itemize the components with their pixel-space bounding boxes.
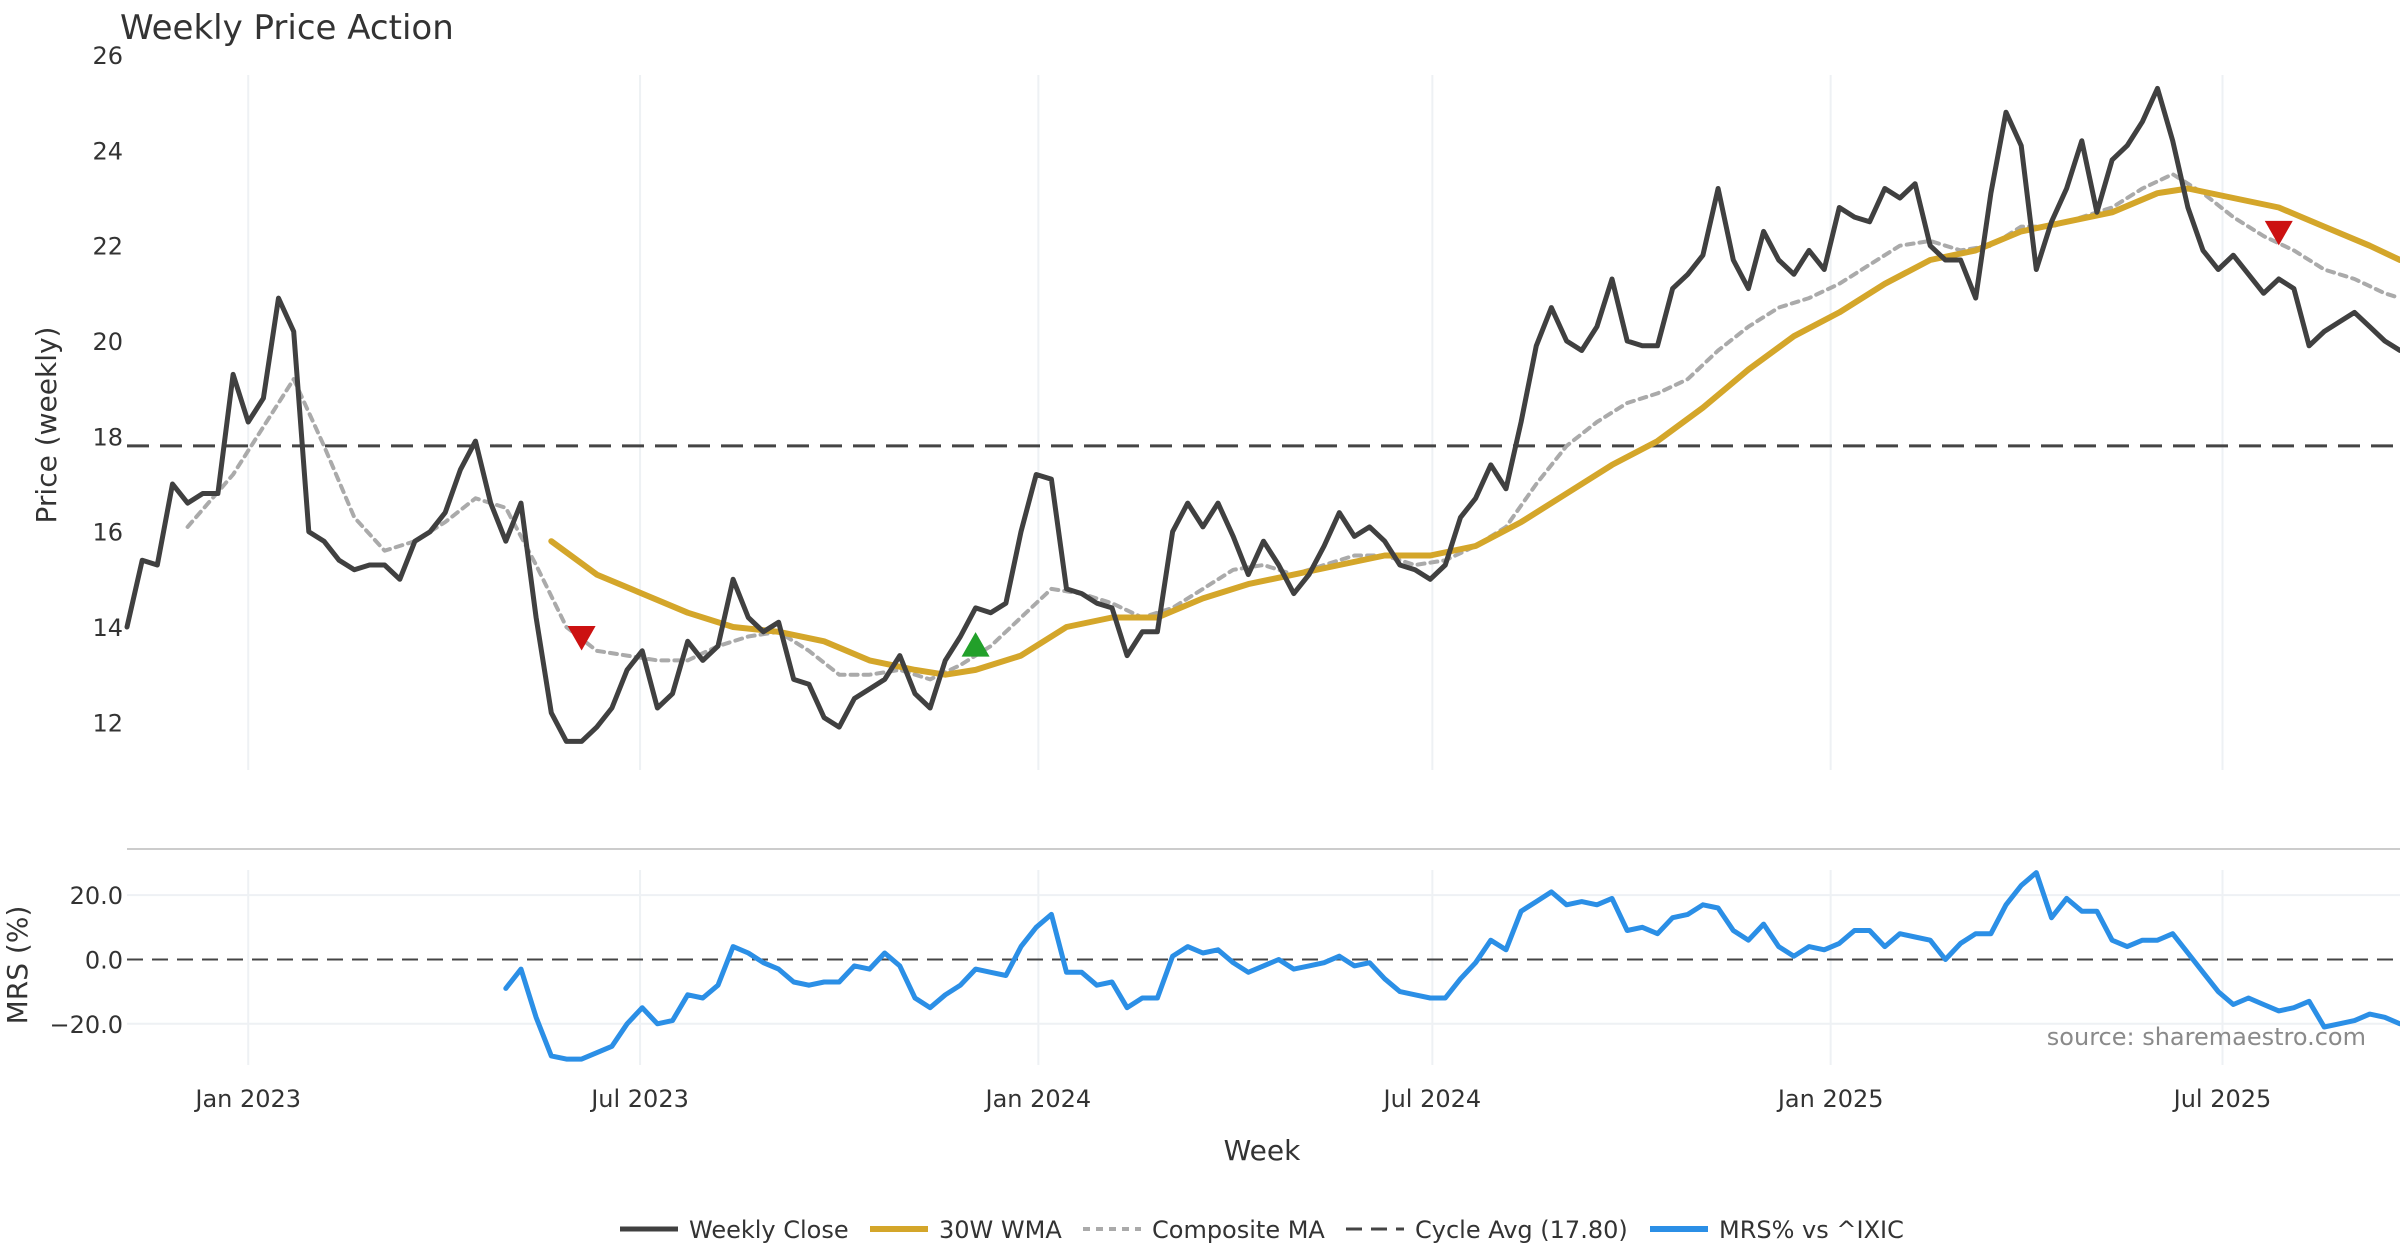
price-y-tick-label: 26 <box>92 42 123 70</box>
mrs-y-axis-label: MRS (%) <box>1 906 34 1025</box>
price-y-tick-label: 24 <box>92 137 123 165</box>
wma-30w-line <box>548 185 2400 678</box>
mrs-gridlines <box>127 870 2400 1065</box>
x-tick-label: Jan 2025 <box>1776 1085 1884 1113</box>
x-ticks: Jan 2023 Jul 2023 Jan 2024 Jul 2024 Jan 2025… <box>193 1085 2271 1113</box>
sell-signal-marker <box>567 626 596 651</box>
price-y-axis-label: Price (weekly) <box>30 327 63 524</box>
mrs-line <box>503 870 2400 1062</box>
mrs-y-tick-label: 0.0 <box>85 946 123 974</box>
source-note: source: sharemaestro.com <box>2047 1023 2366 1051</box>
weekly-close-line <box>124 85 2400 744</box>
cycle-avg-legend-label: Cycle Avg (17.80) <box>1415 1216 1628 1244</box>
x-tick-label: Jul 2024 <box>1382 1085 1482 1113</box>
mrs-legend-label: MRS% vs ^IXIC <box>1719 1216 1904 1244</box>
x-tick-label: Jul 2025 <box>2172 1085 2272 1113</box>
vertical-gridlines <box>247 75 2224 770</box>
composite-ma-line <box>185 172 2400 682</box>
x-tick-label: Jan 2023 <box>193 1085 301 1113</box>
chart-title: Weekly Price Action <box>120 8 454 48</box>
sell-signal-marker <box>2264 220 2293 246</box>
composite-ma-legend-label: Composite MA <box>1152 1216 1325 1244</box>
price-y-tick-label: 14 <box>92 614 123 642</box>
x-tick-label: Jan 2024 <box>984 1085 1092 1113</box>
signal-markers <box>567 220 2293 657</box>
mrs-y-ticks: 20.0 0.0 −20.0 <box>49 882 123 1039</box>
price-y-ticks: 12 14 16 18 20 22 24 26 <box>92 42 123 737</box>
price-y-tick-label: 22 <box>92 233 123 261</box>
weekly-close-legend-label: Weekly Close <box>689 1216 849 1244</box>
buy-signal-marker <box>961 632 990 657</box>
x-tick-label: Jul 2023 <box>589 1085 689 1113</box>
price-y-tick-label: 12 <box>92 709 123 737</box>
price-panel: 12 14 16 18 20 22 24 26 <box>92 42 2400 770</box>
x-axis-label: Week <box>1224 1134 1301 1167</box>
price-y-tick-label: 16 <box>92 519 123 547</box>
mrs-panel: 20.0 0.0 −20.0 <box>49 870 2400 1065</box>
wma-30w-legend-label: 30W WMA <box>939 1216 1062 1244</box>
mrs-y-tick-label: 20.0 <box>70 882 123 910</box>
price-y-tick-label: 18 <box>92 423 123 451</box>
price-series <box>124 85 2400 744</box>
mrs-series <box>127 870 2400 1062</box>
price-y-tick-label: 20 <box>92 328 123 356</box>
mrs-y-tick-label: −20.0 <box>49 1011 123 1039</box>
legend: Weekly Close 30W WMA Composite MA Cycle Avg… <box>620 1216 1904 1244</box>
